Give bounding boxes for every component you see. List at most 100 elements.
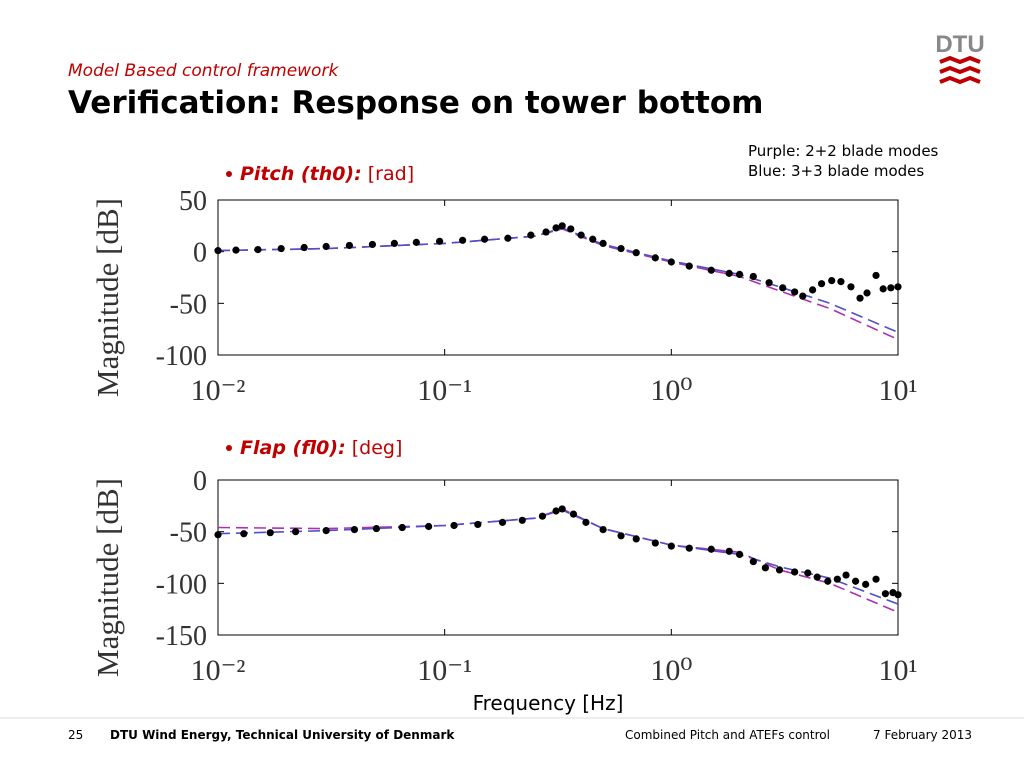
- data-point: [667, 542, 675, 550]
- data-point: [725, 547, 733, 555]
- chart-title: Pitch (th0): [rad]: [240, 163, 414, 185]
- data-point: [398, 523, 406, 532]
- data-point: [749, 558, 757, 566]
- model-line: [217, 228, 899, 341]
- chart-title-main: Flap (fl0):: [240, 437, 346, 459]
- data-point: [685, 262, 693, 270]
- data-point: [667, 258, 675, 266]
- data-point: [577, 231, 585, 239]
- data-point: [582, 518, 590, 526]
- bullet: [226, 445, 232, 451]
- data-point: [833, 575, 841, 583]
- data-point: [735, 270, 744, 278]
- y-tick-label: 0: [193, 466, 207, 497]
- data-point: [518, 516, 526, 524]
- y-tick-label: -150: [156, 621, 207, 652]
- data-point: [436, 237, 444, 245]
- data-point: [569, 510, 578, 518]
- y-axis-label: Magnitude [dB]: [90, 478, 125, 677]
- data-point: [779, 284, 787, 292]
- data-point: [842, 571, 850, 579]
- data-point: [322, 527, 330, 535]
- footer-topic: Combined Pitch and ATEFs control: [625, 728, 830, 742]
- data-point: [887, 284, 895, 292]
- data-point: [749, 272, 757, 281]
- data-point: [558, 222, 566, 230]
- data-point: [775, 566, 784, 574]
- note: Blue: 3+3 blade modes: [748, 162, 924, 180]
- bullet: [226, 171, 232, 177]
- data-point: [685, 544, 693, 552]
- data-point: [567, 225, 575, 233]
- y-tick-label: 0: [193, 238, 207, 269]
- data-point: [872, 575, 880, 583]
- data-point: [412, 238, 420, 246]
- x-tick-label: 10⁻¹: [417, 374, 472, 407]
- data-point: [791, 568, 799, 576]
- y-axis-label: Magnitude [dB]: [90, 198, 125, 397]
- data-point: [292, 528, 300, 536]
- chart-title-main: Pitch (th0):: [240, 163, 362, 185]
- data-point: [214, 531, 222, 539]
- data-point: [809, 286, 817, 294]
- data-point: [504, 234, 512, 242]
- data-point: [837, 278, 845, 286]
- x-tick-label: 10¹: [879, 374, 918, 407]
- model-line: [217, 508, 899, 614]
- x-tick-label: 10⁻¹: [417, 654, 472, 687]
- data-point: [558, 505, 566, 513]
- x-tick-label: 10¹: [879, 654, 918, 687]
- data-point: [651, 539, 659, 547]
- data-point: [480, 235, 489, 243]
- data-point: [828, 277, 836, 285]
- data-point: [527, 231, 535, 239]
- data-point: [894, 591, 902, 599]
- x-axis-label: Frequency [Hz]: [473, 691, 624, 715]
- data-point: [651, 254, 659, 262]
- chart-title-unit: [rad]: [368, 163, 414, 185]
- x-tick-label: 10⁻²: [191, 374, 246, 407]
- x-tick-label: 10⁰: [650, 374, 692, 407]
- data-point: [879, 285, 887, 293]
- y-tick-label: -100: [156, 569, 207, 600]
- data-point: [599, 239, 607, 247]
- data-point: [372, 524, 381, 533]
- data-point: [322, 242, 330, 251]
- data-point: [824, 577, 832, 585]
- model-line: [217, 509, 899, 605]
- data-point: [761, 564, 769, 572]
- data-point: [368, 240, 377, 249]
- y-tick-label: -50: [170, 518, 207, 549]
- data-point: [552, 224, 560, 232]
- plot-frame: [217, 199, 899, 356]
- note: Purple: 2+2 blade modes: [748, 142, 939, 160]
- data-point: [390, 239, 398, 247]
- data-point: [589, 235, 597, 243]
- data-point: [300, 243, 308, 252]
- logo-text: DTU: [935, 31, 984, 58]
- data-point: [599, 526, 607, 534]
- data-point: [707, 545, 715, 553]
- footer-institution: DTU Wind Energy, Technical University of…: [110, 728, 455, 742]
- data-point: [856, 294, 864, 302]
- data-point: [277, 244, 285, 253]
- model-line: [217, 227, 899, 334]
- data-point: [552, 507, 560, 515]
- data-point: [632, 249, 640, 257]
- data-point: [707, 266, 715, 274]
- data-point: [474, 520, 482, 529]
- data-point: [894, 283, 902, 291]
- data-point: [872, 271, 880, 280]
- logo-waves: [939, 55, 981, 85]
- data-point: [799, 292, 807, 300]
- slide-title: Verification: Response on tower bottom: [68, 85, 763, 121]
- y-tick-label: -50: [170, 289, 207, 320]
- data-point: [791, 288, 799, 296]
- data-point: [498, 518, 507, 526]
- page-number: 25: [68, 728, 83, 742]
- data-point: [881, 590, 890, 598]
- data-point: [863, 289, 871, 297]
- data-point: [813, 573, 821, 581]
- data-point: [735, 550, 744, 559]
